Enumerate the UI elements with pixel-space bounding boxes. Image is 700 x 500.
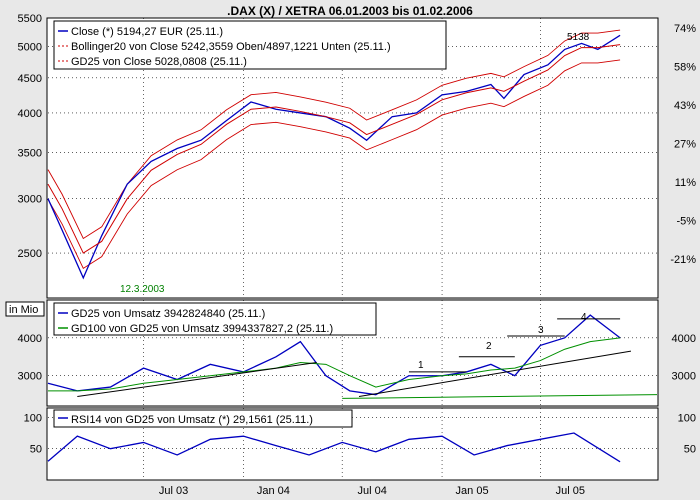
price-y-tick-label: 4000: [18, 108, 42, 120]
pct-y-tick-label: 11%: [675, 177, 696, 189]
low-annotation: 12.3.2003: [120, 284, 165, 295]
rsi-y-tick-left: 100: [24, 412, 42, 424]
volume-y-tick-right: 3000: [672, 371, 696, 383]
price-y-tick-label: 3500: [18, 148, 42, 160]
price-legend-box: [53, 20, 447, 70]
volume-baseline: [342, 394, 658, 399]
volume-trendline-2: [358, 350, 632, 398]
price-series-close: [47, 34, 621, 280]
pct-y-tick-label: 74%: [674, 23, 696, 35]
x-tick-label: Jul 04: [358, 485, 387, 497]
axis-ticks: Jul 03 Jan 04 Jul 04 Jan 05 Jul 052500300035…: [18, 13, 697, 497]
legend-gd100: GD100 von GD25 von Umsatz 3994337827,2 (…: [71, 323, 333, 335]
volume-legend-box: [53, 302, 377, 336]
volume-y-tick-left: 4000: [18, 333, 42, 345]
series-layer: [47, 29, 658, 463]
rsi-legend-box: [53, 409, 353, 428]
price-y-tick-label: 4500: [18, 73, 42, 85]
pct-y-tick-label: -21%: [670, 254, 696, 266]
price-y-tick-label: 5500: [18, 13, 42, 25]
rsi-y-tick-right: 50: [684, 444, 696, 456]
bollinger-lower-line: [47, 59, 621, 269]
volume-y-tick-left: 3000: [18, 371, 42, 383]
x-tick-label: Jan 05: [456, 485, 489, 497]
high-annotation: 5138: [567, 32, 590, 43]
rsi-legend: RSI14 von GD25 von Umsatz (*) 29,1561 (2…: [53, 409, 353, 428]
price-series-gd25: [47, 44, 621, 254]
chart-title: .DAX (X) / XETRA 06.01.2003 bis 01.02.20…: [227, 4, 473, 18]
rsi-y-tick-right: 100: [678, 412, 696, 424]
volume-unit-box: [5, 301, 45, 317]
legend-gd25: GD25 von Close 5028,0808 (25.11.): [71, 56, 247, 68]
price-y-tick-label: 2500: [18, 248, 42, 260]
legend-close: Close (*) 5194,27 EUR (25.11.): [71, 26, 223, 38]
volume-legend: GD25 von Umsatz 3942824840 (25.11.) GD10…: [53, 302, 377, 336]
price-legend: Close (*) 5194,27 EUR (25.11.) Bollinger…: [53, 20, 447, 70]
price-y-tick-label: 5000: [18, 41, 42, 53]
legend-bollinger: Bollinger20 von Close 5242,3559 Oben/489…: [71, 41, 391, 53]
bollinger-upper-line: [47, 29, 621, 240]
rsi-y-tick-left: 50: [30, 444, 42, 456]
wave-label-4: 4: [581, 312, 587, 323]
pct-y-tick-label: 58%: [674, 62, 696, 74]
rsi-series-rsi14: [47, 432, 621, 463]
volume-trendline-1: [77, 361, 317, 398]
volume-unit-label: in Mio: [9, 304, 38, 316]
volume-series-gd25-von-umsatz: [47, 314, 621, 396]
price-y-tick-label: 3000: [18, 194, 42, 206]
legend-rsi: RSI14 von GD25 von Umsatz (*) 29,1561 (2…: [71, 414, 313, 426]
pct-y-tick-label: 27%: [674, 139, 696, 151]
legend-gd25-volume: GD25 von Umsatz 3942824840 (25.11.): [71, 308, 265, 320]
pct-y-tick-label: 43%: [674, 100, 696, 112]
x-tick-label: Jan 04: [257, 485, 290, 497]
x-tick-label: Jul 03: [159, 485, 188, 497]
volume-y-tick-right: 4000: [672, 333, 696, 345]
x-tick-label: Jul 05: [556, 485, 585, 497]
pct-y-tick-label: -5%: [676, 216, 696, 228]
wave-label-1: 1: [418, 360, 424, 371]
volume-series-gd100-von-gd25-von-umsatz: [48, 337, 621, 392]
wave-label-2: 2: [486, 341, 492, 352]
wave-label-3: 3: [538, 325, 544, 336]
